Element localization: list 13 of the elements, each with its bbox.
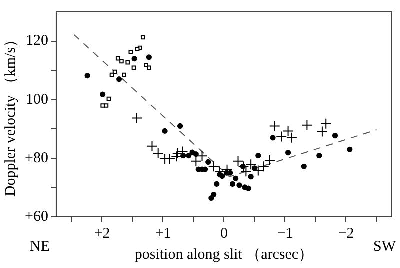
- y-tick-label: +80: [24, 150, 48, 166]
- y-tick-label: +60: [24, 208, 48, 225]
- x-tick-label: 0: [220, 226, 228, 242]
- x-tick-label: −1: [277, 226, 294, 242]
- text: NE: [30, 239, 50, 255]
- x-tick-label: +1: [155, 226, 172, 242]
- x-axis-title: position along slit （arcsec）: [134, 246, 314, 263]
- x-tick-label: +2: [94, 226, 110, 242]
- y-tick-label: 120: [26, 33, 48, 50]
- text: SW: [374, 239, 397, 255]
- y-axis-title: Doppler velocity （km/s）: [2, 32, 19, 197]
- x-tick-label: −2: [338, 226, 354, 242]
- y-tick-label: 100: [26, 92, 48, 108]
